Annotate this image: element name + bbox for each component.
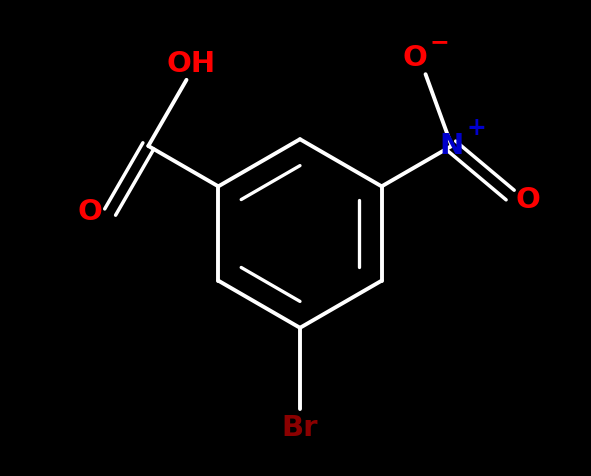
Text: O: O xyxy=(516,186,541,214)
Text: O: O xyxy=(78,198,103,226)
Text: Br: Br xyxy=(282,415,318,442)
Text: OH: OH xyxy=(167,50,216,78)
Text: O: O xyxy=(402,44,427,72)
Text: −: − xyxy=(429,30,449,54)
Text: N: N xyxy=(440,132,464,160)
Text: +: + xyxy=(467,116,486,140)
